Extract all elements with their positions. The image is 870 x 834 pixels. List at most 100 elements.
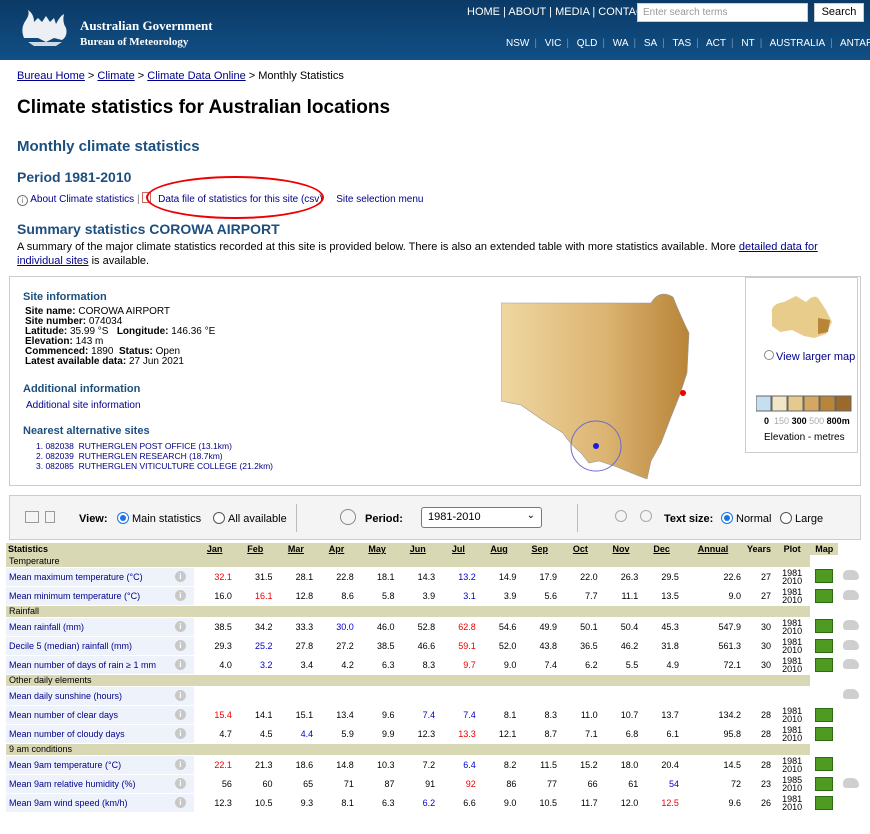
main-statistics-radio[interactable]: Main statistics — [117, 512, 201, 525]
value-cell: 59.1 — [438, 636, 479, 656]
nav-nsw[interactable]: NSW — [506, 38, 530, 49]
additional-info-heading: Additional information — [23, 383, 141, 395]
nav-wa[interactable]: WA — [612, 38, 629, 49]
nav-tas[interactable]: TAS — [672, 38, 692, 49]
nearest-site-item[interactable]: 2. 082039 RUTHERGLEN RESEARCH (18.7km) — [36, 451, 223, 461]
statistic-name-link[interactable]: Mean daily sunshine (hours) — [6, 686, 167, 706]
statistic-name-link[interactable]: Decile 5 (median) rainfall (mm) — [6, 636, 167, 656]
plot-chart-icon[interactable] — [815, 757, 834, 772]
statistic-name-link[interactable]: Mean number of days of rain ≥ 1 mm — [6, 655, 167, 675]
map-cell — [838, 655, 864, 675]
nav-antarctica[interactable]: ANTARCTICA — [840, 38, 870, 49]
elevation-caption: Elevation - metres — [764, 432, 845, 443]
plot-chart-icon[interactable] — [815, 707, 834, 722]
value-cell: 22.1 — [194, 755, 235, 775]
info-icon[interactable]: i — [174, 759, 186, 770]
red-highlight-circle — [146, 176, 324, 219]
statistic-name-link[interactable]: Mean rainfall (mm) — [6, 617, 167, 637]
additional-site-info-link[interactable]: Additional site information — [26, 400, 141, 411]
crumb-climate[interactable]: Climate — [97, 70, 135, 82]
plot-chart-icon[interactable] — [815, 638, 834, 653]
view-larger-map-link[interactable]: View larger map — [764, 350, 855, 363]
nav-nt[interactable]: NT — [741, 38, 755, 49]
column-header: Years — [744, 543, 774, 555]
nearest-site-item[interactable]: 3. 082085 RUTHERGLEN VITICULTURE COLLEGE… — [36, 461, 273, 471]
australia-map-icon[interactable] — [843, 589, 860, 600]
australia-map-icon[interactable] — [843, 689, 860, 700]
plot-chart-icon[interactable] — [815, 726, 834, 741]
grid-view-icon[interactable] — [45, 511, 55, 523]
about-climate-stats-link[interactable]: About Climate statistics — [30, 194, 135, 205]
crumb-bureau-home[interactable]: Bureau Home — [17, 70, 85, 82]
info-icon[interactable]: i — [174, 690, 186, 701]
period-select[interactable]: 1981-2010 ⌄ — [421, 507, 542, 528]
column-header[interactable]: Jun — [397, 543, 439, 555]
plot-chart-icon[interactable] — [815, 776, 834, 791]
nav-qld[interactable]: QLD — [576, 38, 598, 49]
value-cell: 46.2 — [600, 636, 642, 656]
plot-chart-icon[interactable] — [815, 569, 834, 584]
info-icon[interactable]: i — [174, 659, 186, 670]
value-cell: 31.5 — [234, 567, 276, 587]
statistic-name-link[interactable]: Mean 9am wind speed (km/h) — [6, 793, 167, 813]
nav-australia[interactable]: AUSTRALIA — [769, 38, 826, 49]
info-icon[interactable]: i — [174, 778, 186, 789]
value-cell: 9.6 — [356, 705, 398, 725]
australia-map-icon[interactable] — [843, 620, 860, 631]
home-link[interactable]: HOME — [467, 6, 500, 18]
australia-map-icon[interactable] — [843, 658, 860, 669]
about-link[interactable]: ABOUT — [508, 6, 547, 18]
search-input[interactable]: Enter search terms — [637, 3, 808, 22]
info-icon[interactable]: i — [174, 797, 186, 808]
nearest-site-item[interactable]: 1. 082038 RUTHERGLEN POST OFFICE (13.1km… — [36, 441, 232, 451]
column-header[interactable]: Oct — [560, 543, 601, 555]
nsw-elevation-map[interactable] — [501, 293, 701, 483]
australia-map-icon[interactable] — [843, 639, 860, 650]
statistic-name-link[interactable]: Mean minimum temperature (°C) — [6, 586, 167, 606]
column-header[interactable]: May — [356, 543, 398, 555]
nav-sa[interactable]: SA — [643, 38, 658, 49]
zoom-out-icon[interactable] — [640, 510, 652, 522]
column-header[interactable]: Jan — [194, 543, 235, 555]
nav-act[interactable]: ACT — [706, 38, 727, 49]
site-selection-link[interactable]: Site selection menu — [336, 194, 424, 205]
statistic-name-link[interactable]: Mean 9am temperature (°C) — [6, 755, 167, 775]
statistic-name-link[interactable]: Mean maximum temperature (°C) — [6, 567, 167, 587]
column-header[interactable]: Apr — [316, 543, 357, 555]
info-icon[interactable]: i — [174, 590, 186, 601]
detailed-data-link[interactable]: detailed data for individual sites — [17, 241, 818, 267]
info-icon[interactable]: i — [174, 728, 186, 739]
plot-chart-icon[interactable] — [815, 588, 834, 603]
column-header[interactable]: Jul — [438, 543, 479, 555]
nav-vic[interactable]: VIC — [544, 38, 562, 49]
statistic-name-link[interactable]: Mean 9am relative humidity (%) — [6, 774, 167, 794]
search-button[interactable]: Search — [814, 3, 864, 22]
australia-map-icon[interactable] — [843, 570, 860, 581]
media-link[interactable]: MEDIA — [555, 6, 590, 18]
text-size-large-radio[interactable]: Large — [780, 512, 823, 525]
plot-chart-icon[interactable] — [815, 657, 834, 672]
info-icon[interactable]: i — [174, 621, 186, 632]
info-icon[interactable]: i — [174, 709, 186, 720]
plot-chart-icon[interactable] — [815, 795, 834, 810]
column-header[interactable]: Mar — [275, 543, 317, 555]
crumb-climate-data-online[interactable]: Climate Data Online — [147, 70, 246, 82]
info-cell: i — [166, 567, 195, 587]
info-icon[interactable]: i — [174, 571, 186, 582]
column-header[interactable]: Nov — [600, 543, 642, 555]
plot-chart-icon[interactable] — [815, 619, 834, 634]
column-header[interactable]: Feb — [234, 543, 276, 555]
statistic-name-link[interactable]: Mean number of clear days — [6, 705, 167, 725]
all-available-radio[interactable]: All available — [213, 512, 287, 525]
text-size-normal-radio[interactable]: Normal — [721, 512, 771, 525]
list-view-icon[interactable] — [25, 511, 39, 523]
column-header[interactable]: Aug — [478, 543, 520, 555]
zoom-in-icon[interactable] — [615, 510, 627, 522]
column-header[interactable]: Dec — [641, 543, 682, 555]
column-header[interactable]: Sep — [519, 543, 561, 555]
statistic-name-link[interactable]: Mean number of cloudy days — [6, 724, 167, 744]
info-icon[interactable]: i — [174, 640, 186, 651]
value-cell: 6.2 — [397, 793, 439, 813]
australia-map-icon[interactable] — [843, 777, 860, 788]
column-header[interactable]: Annual — [681, 543, 744, 555]
